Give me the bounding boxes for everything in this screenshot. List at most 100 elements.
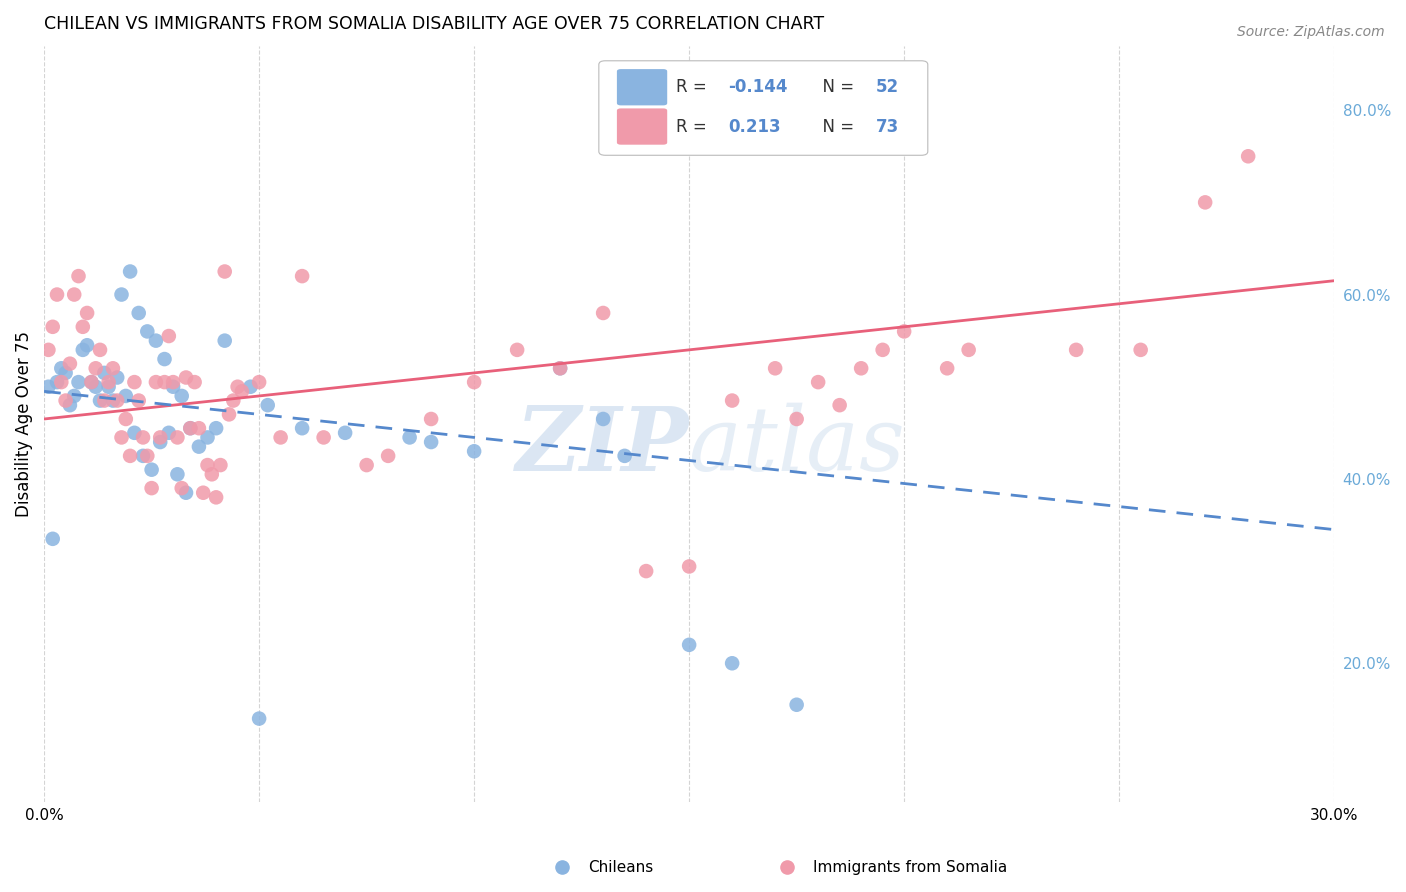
- Point: [1129, 343, 1152, 357]
- Point: [205, 491, 228, 505]
- Point: [162, 380, 184, 394]
- Point: [51, 375, 73, 389]
- Point: [46, 375, 69, 389]
- Point: [256, 398, 278, 412]
- Point: [721, 393, 744, 408]
- Text: R =: R =: [676, 118, 713, 136]
- Point: [63, 287, 86, 301]
- Point: [1064, 343, 1087, 357]
- Point: [333, 425, 356, 440]
- Point: [80, 375, 103, 389]
- Point: [312, 430, 335, 444]
- Point: [222, 393, 245, 408]
- Point: [247, 375, 270, 389]
- Point: [506, 343, 529, 357]
- FancyBboxPatch shape: [599, 61, 928, 155]
- Point: [893, 325, 915, 339]
- Point: [93, 393, 115, 408]
- Point: [97, 380, 120, 394]
- Point: [1237, 149, 1260, 163]
- Point: [84, 361, 107, 376]
- Text: 52: 52: [876, 78, 900, 96]
- Point: [51, 361, 73, 376]
- Point: [132, 449, 155, 463]
- Point: [59, 357, 82, 371]
- Point: [420, 412, 443, 426]
- Point: [110, 430, 132, 444]
- Text: -0.144: -0.144: [728, 78, 787, 96]
- Point: [59, 398, 82, 412]
- Point: [356, 458, 378, 472]
- Point: [201, 467, 224, 482]
- Point: [592, 412, 614, 426]
- Point: [166, 467, 188, 482]
- Point: [270, 430, 292, 444]
- Point: [291, 421, 314, 435]
- Text: ZIP: ZIP: [516, 403, 689, 490]
- Point: [179, 421, 201, 435]
- Point: [89, 393, 111, 408]
- Point: [149, 430, 172, 444]
- Point: [120, 264, 142, 278]
- Point: [63, 389, 86, 403]
- Point: [872, 343, 894, 357]
- Point: [170, 389, 193, 403]
- Point: [957, 343, 980, 357]
- Point: [101, 393, 124, 408]
- Point: [247, 712, 270, 726]
- Point: [231, 384, 253, 399]
- Point: [128, 393, 150, 408]
- Point: [678, 638, 700, 652]
- Point: [197, 458, 219, 472]
- Text: 0.213: 0.213: [728, 118, 780, 136]
- Point: [132, 430, 155, 444]
- Point: [721, 657, 744, 671]
- Point: [548, 361, 571, 376]
- Point: [110, 287, 132, 301]
- Point: [93, 366, 115, 380]
- Point: [76, 306, 98, 320]
- Point: [786, 412, 808, 426]
- Point: [197, 430, 219, 444]
- Point: [37, 343, 59, 357]
- Point: [463, 375, 485, 389]
- Point: [214, 264, 236, 278]
- Point: [37, 380, 59, 394]
- Point: [120, 449, 142, 463]
- Text: N =: N =: [811, 118, 859, 136]
- Point: [420, 435, 443, 450]
- Point: [174, 370, 197, 384]
- Point: [97, 375, 120, 389]
- Point: [613, 449, 636, 463]
- Point: [128, 306, 150, 320]
- Point: [187, 440, 209, 454]
- Point: [67, 269, 90, 284]
- Point: [124, 375, 146, 389]
- Point: [55, 366, 77, 380]
- Point: [162, 375, 184, 389]
- Point: [114, 389, 136, 403]
- Point: [179, 421, 201, 435]
- Point: [166, 430, 188, 444]
- Point: [398, 430, 420, 444]
- Text: R =: R =: [676, 78, 713, 96]
- Point: [67, 375, 90, 389]
- Point: [187, 421, 209, 435]
- Point: [226, 380, 249, 394]
- Point: [183, 375, 205, 389]
- FancyBboxPatch shape: [617, 69, 668, 105]
- Point: [193, 485, 215, 500]
- Point: [157, 425, 180, 440]
- Point: [136, 449, 159, 463]
- Y-axis label: Disability Age Over 75: Disability Age Over 75: [15, 331, 32, 516]
- Text: N =: N =: [811, 78, 859, 96]
- Point: [141, 463, 163, 477]
- Point: [463, 444, 485, 458]
- Text: Immigrants from Somalia: Immigrants from Somalia: [813, 860, 1007, 874]
- Point: [136, 325, 159, 339]
- Point: [114, 412, 136, 426]
- Point: [807, 375, 830, 389]
- Point: [1194, 195, 1216, 210]
- Point: [89, 343, 111, 357]
- Point: [636, 564, 658, 578]
